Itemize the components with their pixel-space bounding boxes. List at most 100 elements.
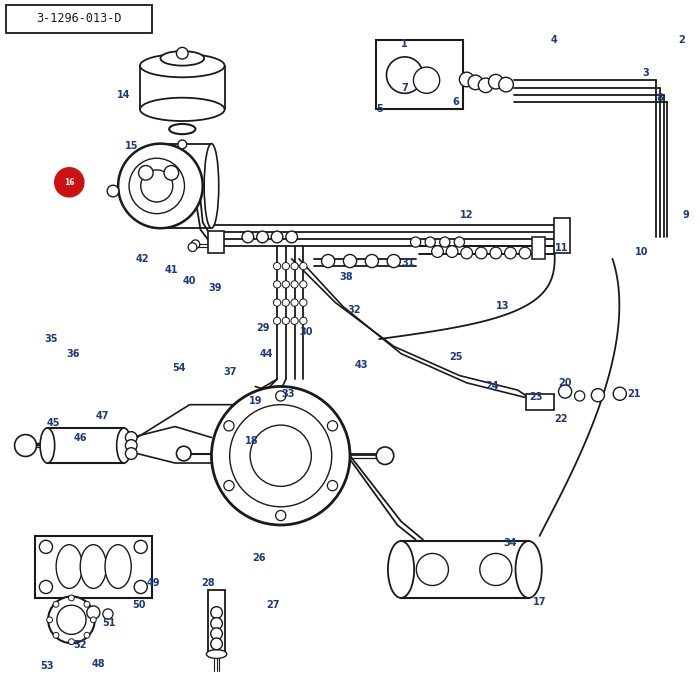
Ellipse shape bbox=[56, 545, 83, 589]
Bar bbox=[208, 231, 224, 253]
Circle shape bbox=[176, 447, 191, 461]
Text: 8: 8 bbox=[657, 93, 664, 104]
Circle shape bbox=[321, 255, 335, 267]
Circle shape bbox=[559, 385, 572, 398]
Text: 7: 7 bbox=[401, 83, 408, 92]
Ellipse shape bbox=[160, 51, 204, 66]
Text: 13: 13 bbox=[496, 301, 510, 312]
Text: 24: 24 bbox=[485, 382, 499, 391]
Circle shape bbox=[274, 317, 281, 325]
Ellipse shape bbox=[117, 428, 132, 463]
Circle shape bbox=[48, 596, 94, 643]
Bar bbox=[208, 590, 225, 654]
Circle shape bbox=[134, 540, 147, 554]
Text: 23: 23 bbox=[529, 393, 542, 402]
Text: 40: 40 bbox=[183, 276, 196, 286]
Text: 3: 3 bbox=[642, 68, 649, 78]
Circle shape bbox=[69, 595, 74, 601]
Circle shape bbox=[377, 447, 394, 465]
Circle shape bbox=[191, 240, 200, 248]
Circle shape bbox=[461, 247, 473, 259]
Circle shape bbox=[57, 606, 86, 634]
Circle shape bbox=[139, 165, 153, 180]
Ellipse shape bbox=[206, 650, 227, 659]
Circle shape bbox=[300, 317, 307, 325]
Circle shape bbox=[211, 628, 223, 640]
Circle shape bbox=[125, 448, 137, 459]
Ellipse shape bbox=[105, 545, 132, 589]
Text: 50: 50 bbox=[132, 600, 146, 610]
Circle shape bbox=[328, 421, 337, 431]
Text: 52: 52 bbox=[74, 640, 87, 650]
Circle shape bbox=[211, 607, 223, 618]
Circle shape bbox=[344, 255, 356, 267]
Ellipse shape bbox=[140, 54, 225, 77]
Text: 49: 49 bbox=[146, 578, 160, 588]
Text: 43: 43 bbox=[354, 360, 368, 370]
Text: 2: 2 bbox=[678, 35, 685, 45]
Circle shape bbox=[141, 170, 173, 202]
Circle shape bbox=[454, 237, 465, 247]
Circle shape bbox=[178, 140, 187, 149]
Circle shape bbox=[188, 243, 197, 251]
Circle shape bbox=[129, 158, 185, 214]
Circle shape bbox=[291, 317, 298, 325]
Circle shape bbox=[613, 387, 626, 400]
Circle shape bbox=[498, 77, 513, 92]
Text: 42: 42 bbox=[135, 254, 149, 264]
Text: 48: 48 bbox=[92, 659, 105, 668]
Text: 31: 31 bbox=[402, 258, 415, 267]
Text: 53: 53 bbox=[41, 661, 54, 671]
Text: 34: 34 bbox=[504, 538, 517, 548]
Bar bbox=[48, 428, 124, 463]
Circle shape bbox=[230, 405, 332, 507]
Circle shape bbox=[90, 617, 97, 623]
Text: 4: 4 bbox=[551, 35, 557, 45]
Circle shape bbox=[103, 609, 113, 619]
Circle shape bbox=[300, 281, 307, 288]
Circle shape bbox=[447, 246, 458, 258]
Text: 26: 26 bbox=[252, 553, 265, 563]
Text: 37: 37 bbox=[223, 367, 237, 377]
Circle shape bbox=[386, 57, 423, 93]
Circle shape bbox=[53, 632, 59, 638]
Circle shape bbox=[276, 510, 286, 521]
Circle shape bbox=[55, 168, 84, 197]
Circle shape bbox=[276, 391, 286, 401]
Text: 41: 41 bbox=[164, 265, 178, 275]
Ellipse shape bbox=[515, 541, 542, 598]
Circle shape bbox=[282, 262, 290, 270]
Text: 35: 35 bbox=[44, 334, 58, 344]
Text: 30: 30 bbox=[300, 327, 313, 337]
Text: 1: 1 bbox=[401, 38, 408, 49]
Circle shape bbox=[490, 247, 502, 259]
Circle shape bbox=[242, 231, 253, 243]
Circle shape bbox=[432, 246, 443, 258]
Bar bbox=[6, 5, 152, 33]
Text: 12: 12 bbox=[460, 210, 473, 220]
Bar bbox=[375, 40, 463, 109]
Bar bbox=[526, 393, 554, 410]
Text: 32: 32 bbox=[347, 305, 360, 315]
Circle shape bbox=[575, 391, 584, 401]
Text: 10: 10 bbox=[635, 246, 648, 257]
Ellipse shape bbox=[169, 124, 195, 134]
Circle shape bbox=[53, 601, 59, 607]
Circle shape bbox=[291, 281, 298, 288]
Circle shape bbox=[459, 72, 474, 87]
Text: 33: 33 bbox=[281, 389, 295, 399]
Circle shape bbox=[387, 255, 400, 267]
Circle shape bbox=[257, 231, 268, 243]
Text: 36: 36 bbox=[66, 349, 80, 358]
Text: 22: 22 bbox=[554, 414, 568, 424]
Circle shape bbox=[250, 425, 312, 486]
Ellipse shape bbox=[204, 144, 218, 228]
Bar bbox=[554, 218, 570, 253]
Circle shape bbox=[328, 480, 337, 491]
Text: 51: 51 bbox=[103, 618, 116, 629]
Text: 21: 21 bbox=[628, 389, 641, 399]
Circle shape bbox=[414, 67, 440, 93]
Text: 20: 20 bbox=[559, 378, 572, 388]
Circle shape bbox=[489, 74, 503, 89]
Circle shape bbox=[211, 638, 223, 650]
